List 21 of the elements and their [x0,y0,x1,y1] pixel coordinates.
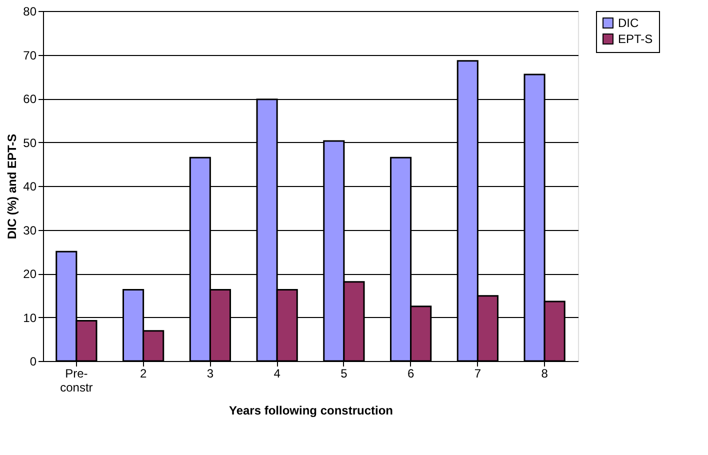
x-tick-label: 4 [274,366,281,380]
x-tick-label: 5 [340,366,348,380]
x-tick-label: 7 [474,366,482,380]
y-tick-label: 80 [23,4,37,18]
legend-label: EPT-S [618,32,653,46]
y-tick-label: 50 [23,136,37,150]
y-tick-label: 20 [23,267,37,281]
x-tick-label: 6 [407,366,414,380]
y-tick-label: 60 [23,92,37,106]
x-axis-title: Years following construction [228,404,394,418]
x-tick-label: 2 [140,366,147,380]
y-axis-title: DIC (%) and EPT-S [5,134,20,240]
x-tick-label: Pre-constr [60,366,93,394]
y-tick-label: 70 [23,48,37,62]
y-tick-label: 10 [23,310,37,325]
y-tick-label: 30 [23,223,37,238]
x-tick-label: 8 [541,366,548,380]
x-tick-label: 3 [206,366,214,380]
legend-label: DIC [618,16,639,30]
y-tick-label: 40 [23,180,37,194]
y-tick-label: 0 [30,354,37,368]
